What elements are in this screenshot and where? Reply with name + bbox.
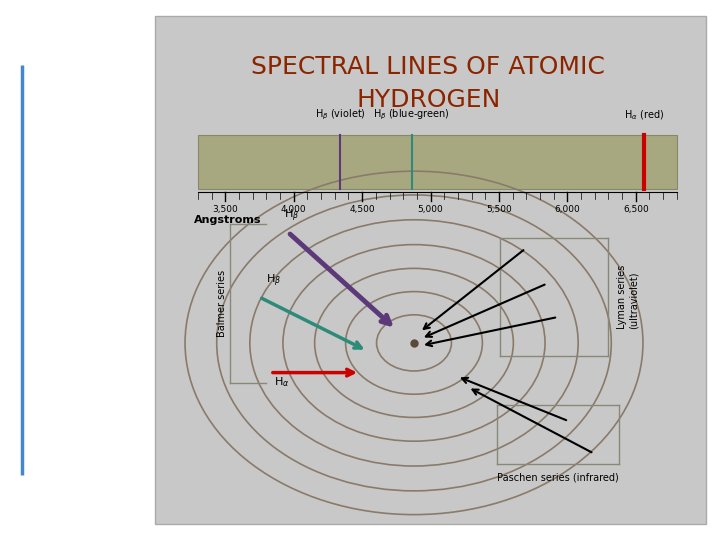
Text: H$_\beta$: H$_\beta$	[284, 208, 300, 224]
Text: HYDROGEN: HYDROGEN	[356, 88, 500, 112]
Text: 4,500: 4,500	[349, 205, 375, 214]
Text: H$_\beta$ (blue-green): H$_\beta$ (blue-green)	[373, 107, 450, 122]
Text: 4,000: 4,000	[281, 205, 307, 214]
Text: 6,500: 6,500	[623, 205, 649, 214]
Bar	[155, 16, 706, 524]
Bar	[198, 135, 677, 189]
Text: 5,000: 5,000	[418, 205, 444, 214]
Text: 3,500: 3,500	[212, 205, 238, 214]
Text: 5,500: 5,500	[486, 205, 512, 214]
Text: Angstroms: Angstroms	[194, 215, 262, 225]
Text: Paschen series (infrared): Paschen series (infrared)	[497, 472, 619, 483]
Text: H$_\alpha$: H$_\alpha$	[274, 375, 289, 389]
Text: Balmer series: Balmer series	[217, 270, 227, 338]
Text: 6,000: 6,000	[554, 205, 580, 214]
Text: Lyman series
(ultraviolet): Lyman series (ultraviolet)	[617, 265, 639, 329]
Text: H$_\alpha$ (red): H$_\alpha$ (red)	[624, 108, 665, 122]
Text: H$_\beta$: H$_\beta$	[266, 273, 282, 289]
Text: H$_\beta$ (violet): H$_\beta$ (violet)	[315, 107, 366, 122]
Text: SPECTRAL LINES OF ATOMIC: SPECTRAL LINES OF ATOMIC	[251, 56, 606, 79]
